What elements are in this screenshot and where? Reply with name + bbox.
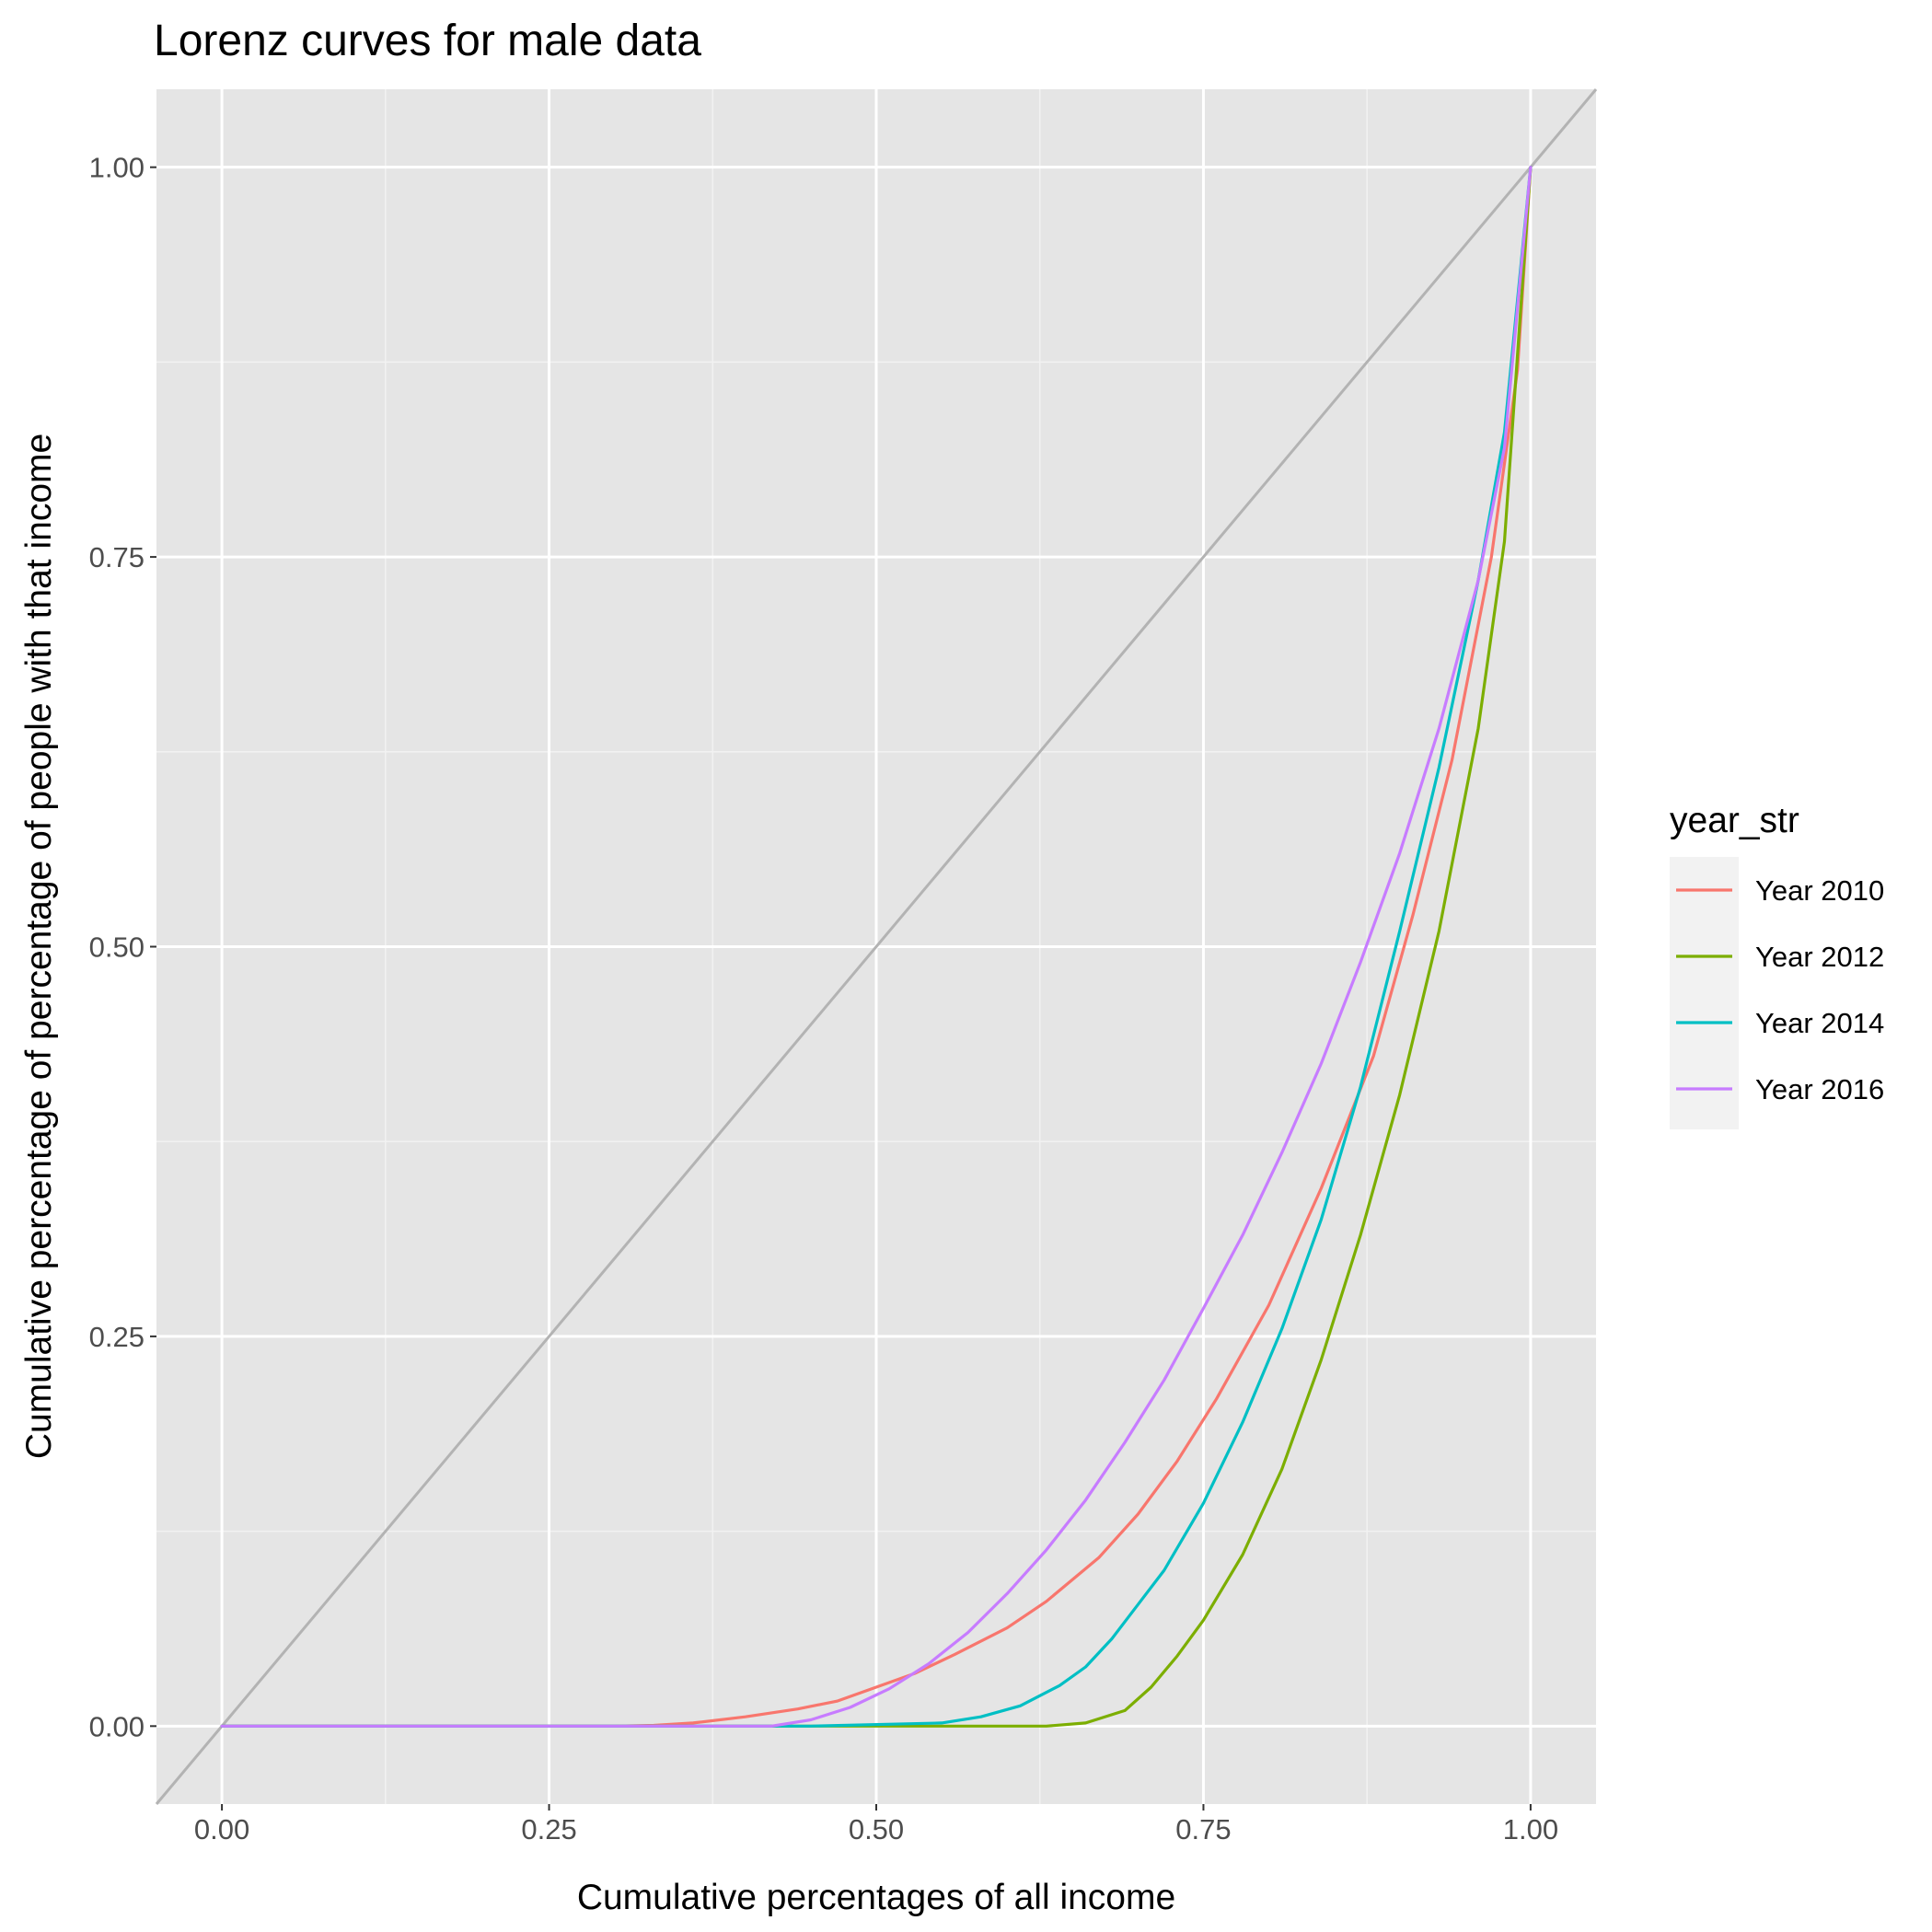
y-tick-label: 0.75: [89, 541, 145, 573]
x-tick-label: 0.50: [849, 1813, 904, 1845]
y-tick-label: 0.00: [89, 1710, 145, 1742]
y-axis-label: Cumulative percentage of percentage of p…: [19, 434, 59, 1459]
equality-reference-line: [155, 88, 1598, 1805]
x-axis-label: Cumulative percentages of all income: [577, 1878, 1175, 1917]
chart-title: Lorenz curves for male data: [154, 17, 701, 65]
series-lines: [220, 166, 1533, 1728]
legend-items: Year 2010 Year 2012 Year 2014 Year 2016: [1676, 874, 1884, 1105]
x-axis: 0.00 0.25 0.50 0.75 1.00: [194, 1804, 1558, 1845]
legend-title: year_str: [1670, 801, 1799, 840]
series-line-year-2016: [220, 166, 1533, 1728]
legend-label: Year 2010: [1755, 874, 1884, 907]
series-line-year-2012: [220, 166, 1533, 1728]
x-tick-label: 0.75: [1175, 1813, 1231, 1845]
legend-label: Year 2012: [1755, 941, 1884, 973]
legend-label: Year 2016: [1755, 1073, 1884, 1105]
legend-key-background: [1670, 857, 1739, 1129]
x-tick-label: 0.00: [194, 1813, 249, 1845]
y-axis: 0.00 0.25 0.50 0.75 1.00: [89, 152, 156, 1742]
y-tick-label: 1.00: [89, 152, 145, 184]
series-line-year-2014: [220, 166, 1533, 1728]
y-tick-label: 0.25: [89, 1321, 145, 1353]
series-line-year-2010: [220, 166, 1533, 1728]
x-tick-label: 0.25: [521, 1813, 576, 1845]
legend-label: Year 2014: [1755, 1007, 1884, 1039]
y-tick-label: 0.50: [89, 931, 145, 964]
x-tick-label: 1.00: [1503, 1813, 1558, 1845]
